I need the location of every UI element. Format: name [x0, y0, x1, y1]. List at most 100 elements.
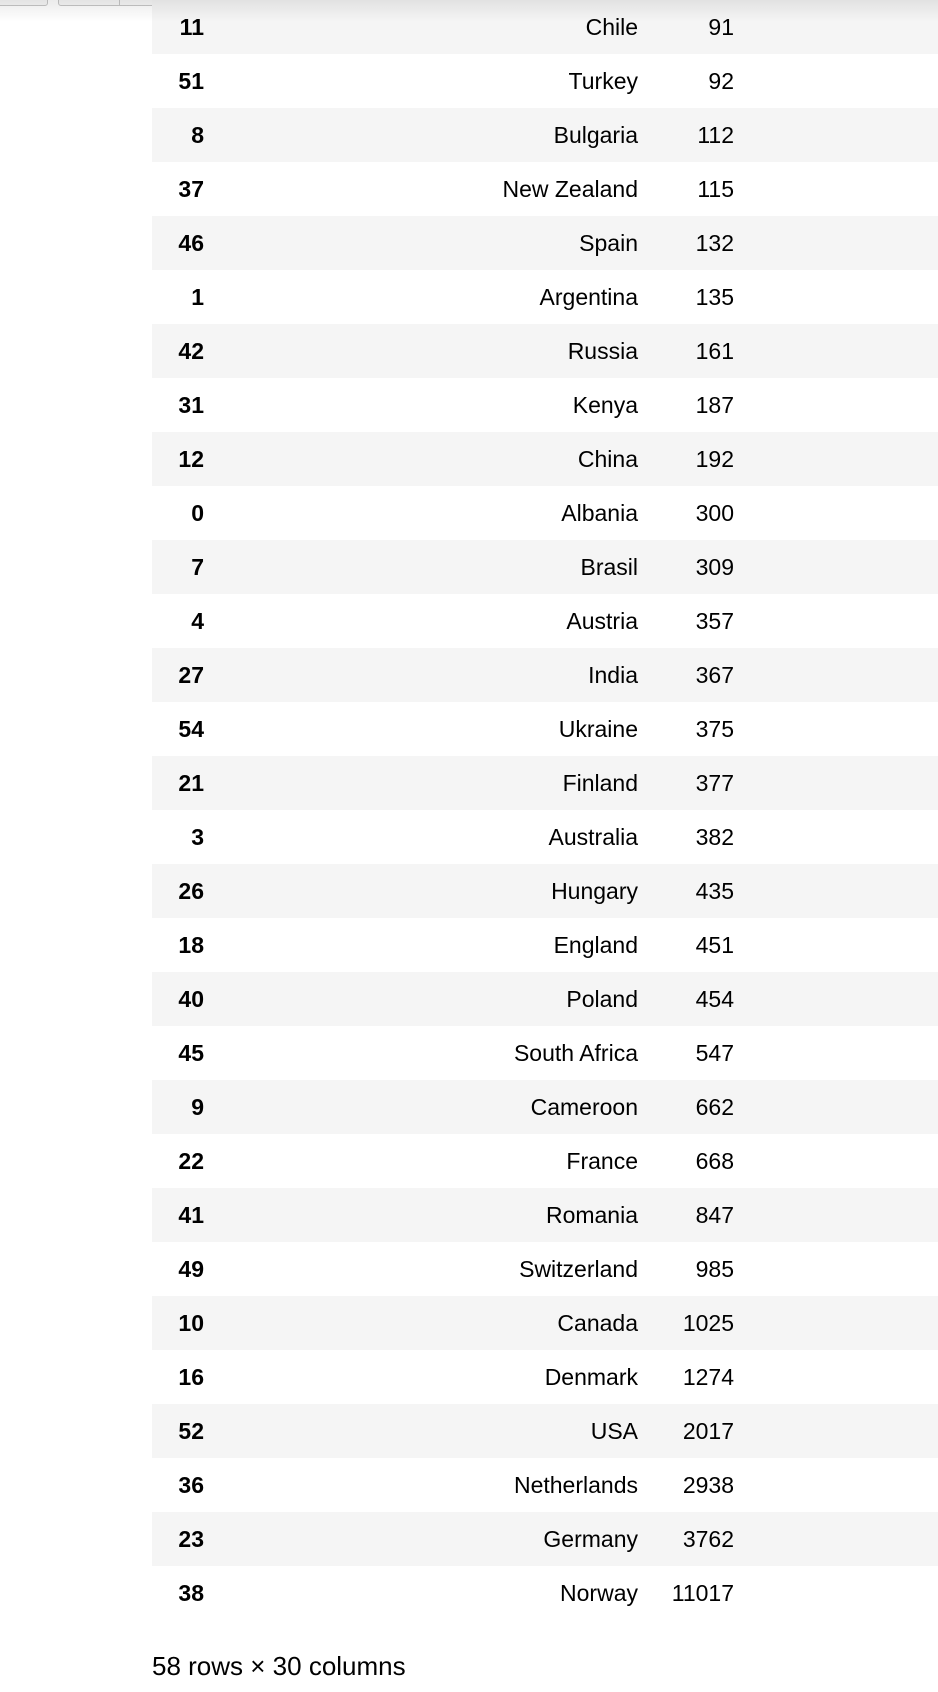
country-cell: Spain: [210, 216, 644, 270]
value-cell: 377: [644, 756, 738, 810]
row-index: 4: [152, 594, 210, 648]
row-index: 7: [152, 540, 210, 594]
table-row: 8 Bulgaria 112: [152, 108, 938, 162]
overflow-cell: [738, 594, 938, 648]
country-cell: Chile: [210, 0, 644, 54]
row-index: 38: [152, 1566, 210, 1620]
overflow-cell: [738, 810, 938, 864]
row-index: 11: [152, 0, 210, 54]
row-index: 3: [152, 810, 210, 864]
row-index: 27: [152, 648, 210, 702]
value-cell: 847: [644, 1188, 738, 1242]
country-cell: Brasil: [210, 540, 644, 594]
overflow-cell: [738, 648, 938, 702]
dataframe-body: 11 Chile 91 51 Turkey 92 8 Bulgaria 112 37 New Zea…: [152, 0, 938, 1620]
row-index: 46: [152, 216, 210, 270]
row-index: 22: [152, 1134, 210, 1188]
row-index: 10: [152, 1296, 210, 1350]
overflow-cell: [738, 378, 938, 432]
table-row: 21 Finland 377: [152, 756, 938, 810]
overflow-cell: [738, 162, 938, 216]
country-cell: Bulgaria: [210, 108, 644, 162]
row-index: 23: [152, 1512, 210, 1566]
table-row: 54 Ukraine 375: [152, 702, 938, 756]
overflow-cell: [738, 540, 938, 594]
table-row: 16 Denmark 1274: [152, 1350, 938, 1404]
row-index: 51: [152, 54, 210, 108]
country-cell: France: [210, 1134, 644, 1188]
country-cell: Canada: [210, 1296, 644, 1350]
row-index: 49: [152, 1242, 210, 1296]
overflow-cell: [738, 1080, 938, 1134]
value-cell: 135: [644, 270, 738, 324]
table-row: 23 Germany 3762: [152, 1512, 938, 1566]
row-index: 54: [152, 702, 210, 756]
country-cell: Ukraine: [210, 702, 644, 756]
overflow-cell: [738, 972, 938, 1026]
row-index: 36: [152, 1458, 210, 1512]
overflow-cell: [738, 1188, 938, 1242]
table-row: 40 Poland 454: [152, 972, 938, 1026]
table-row: 49 Switzerland 985: [152, 1242, 938, 1296]
overflow-cell: [738, 0, 938, 54]
country-cell: Cameroon: [210, 1080, 644, 1134]
country-cell: Germany: [210, 1512, 644, 1566]
table-row: 3 Australia 382: [152, 810, 938, 864]
toolbar-button[interactable]: [0, 0, 48, 6]
table-row: 42 Russia 161: [152, 324, 938, 378]
country-cell: India: [210, 648, 644, 702]
country-cell: South Africa: [210, 1026, 644, 1080]
value-cell: 985: [644, 1242, 738, 1296]
country-cell: Turkey: [210, 54, 644, 108]
country-cell: Finland: [210, 756, 644, 810]
table-row: 10 Canada 1025: [152, 1296, 938, 1350]
value-cell: 11017: [644, 1566, 738, 1620]
overflow-cell: [738, 1296, 938, 1350]
country-cell: USA: [210, 1404, 644, 1458]
table-row: 41 Romania 847: [152, 1188, 938, 1242]
table-row: 31 Kenya 187: [152, 378, 938, 432]
country-cell: Kenya: [210, 378, 644, 432]
overflow-cell: [738, 756, 938, 810]
overflow-cell: [738, 1350, 938, 1404]
table-row: 4 Austria 357: [152, 594, 938, 648]
value-cell: 92: [644, 54, 738, 108]
table-row: 52 USA 2017: [152, 1404, 938, 1458]
country-cell: Romania: [210, 1188, 644, 1242]
overflow-cell: [738, 108, 938, 162]
table-row: 7 Brasil 309: [152, 540, 938, 594]
dataframe-shape-summary: 58 rows × 30 columns: [152, 1651, 406, 1681]
country-cell: Norway: [210, 1566, 644, 1620]
country-cell: Argentina: [210, 270, 644, 324]
row-index: 41: [152, 1188, 210, 1242]
value-cell: 435: [644, 864, 738, 918]
value-cell: 668: [644, 1134, 738, 1188]
row-index: 0: [152, 486, 210, 540]
row-index: 9: [152, 1080, 210, 1134]
country-cell: New Zealand: [210, 162, 644, 216]
overflow-cell: [738, 54, 938, 108]
row-index: 37: [152, 162, 210, 216]
row-index: 21: [152, 756, 210, 810]
overflow-cell: [738, 1458, 938, 1512]
table-row: 12 China 192: [152, 432, 938, 486]
value-cell: 91: [644, 0, 738, 54]
country-cell: Hungary: [210, 864, 644, 918]
overflow-cell: [738, 432, 938, 486]
overflow-cell: [738, 1242, 938, 1296]
value-cell: 132: [644, 216, 738, 270]
overflow-cell: [738, 918, 938, 972]
table-row: 0 Albania 300: [152, 486, 938, 540]
table-row: 18 England 451: [152, 918, 938, 972]
value-cell: 161: [644, 324, 738, 378]
overflow-cell: [738, 1134, 938, 1188]
overflow-cell: [738, 270, 938, 324]
overflow-cell: [738, 216, 938, 270]
value-cell: 662: [644, 1080, 738, 1134]
row-index: 16: [152, 1350, 210, 1404]
country-cell: China: [210, 432, 644, 486]
value-cell: 187: [644, 378, 738, 432]
value-cell: 1274: [644, 1350, 738, 1404]
table-row: 11 Chile 91: [152, 0, 938, 54]
value-cell: 2938: [644, 1458, 738, 1512]
